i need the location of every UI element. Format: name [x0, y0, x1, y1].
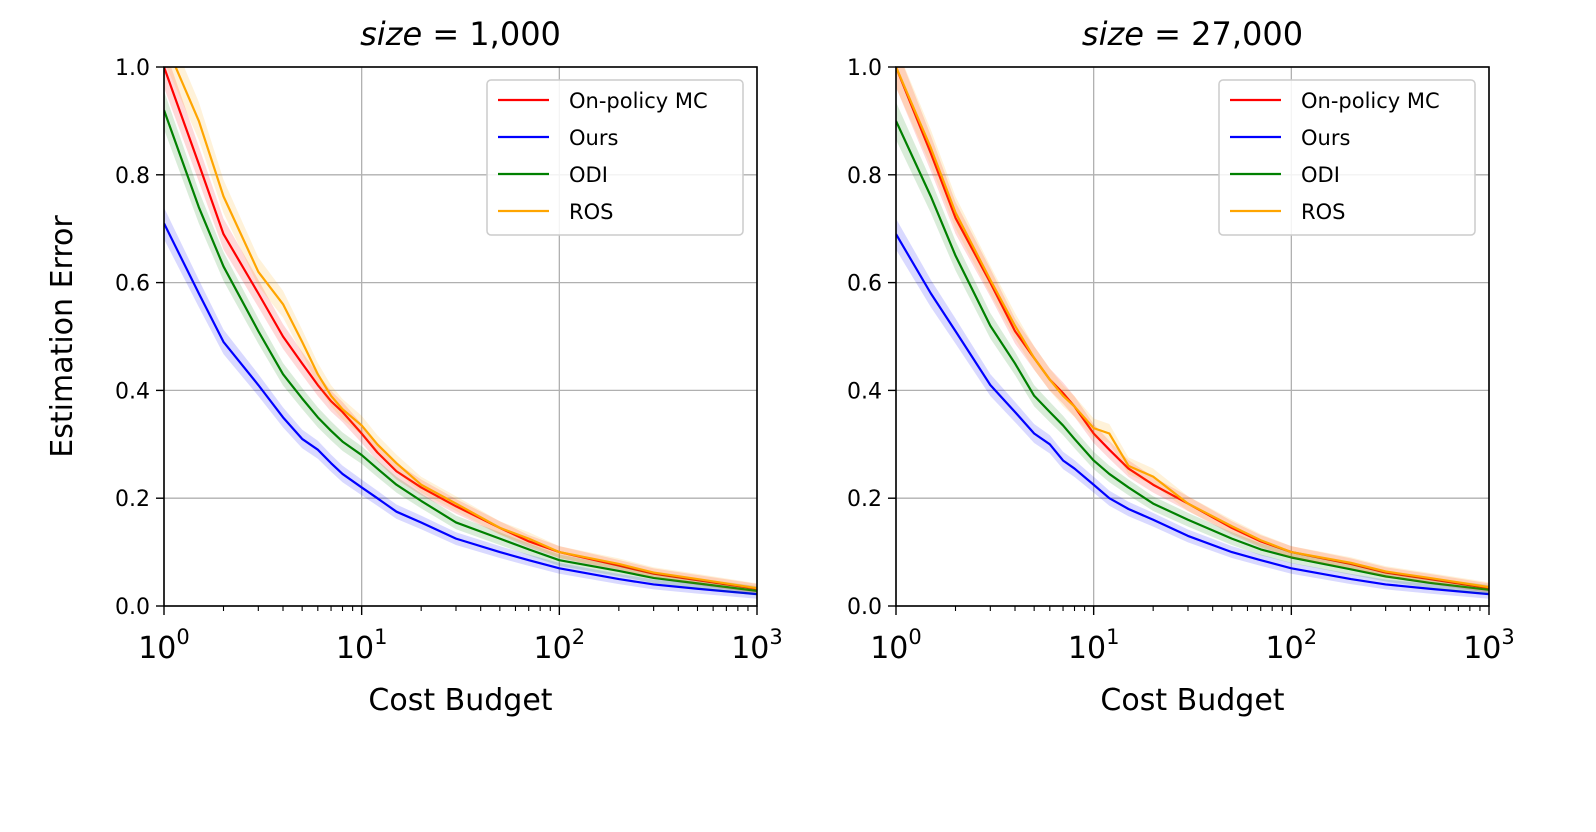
y-tick-label: 0.4 — [115, 379, 150, 404]
x-axis-label: Cost Budget — [1100, 683, 1284, 718]
y-tick-label: 0.2 — [115, 487, 150, 512]
legend-label: ODI — [569, 163, 608, 187]
legend-label: Ours — [1301, 126, 1350, 150]
series-ros-band — [896, 67, 1489, 593]
series-odi-line — [896, 120, 1489, 591]
series-ours-line — [164, 222, 757, 596]
axes-frame — [895, 66, 1490, 607]
legend-label: On-policy MC — [1301, 89, 1440, 113]
series-on-policy-mc-band — [164, 67, 757, 594]
legend-item: Ours — [1230, 126, 1350, 150]
legend-box — [486, 79, 744, 236]
x-axis-label: Cost Budget — [368, 683, 552, 718]
x-tick-label: 101 — [336, 625, 388, 666]
chart-panel-1: 0.0 0.2 0.4 0.6 0.8 1.0 100 101 102 103 size = 1,0… — [45, 15, 783, 718]
legend-item: ODI — [498, 163, 608, 187]
y-tick-label: 0.0 — [115, 595, 150, 620]
legend-item: ODI — [1230, 163, 1340, 187]
legend-item: ROS — [1230, 200, 1345, 224]
y-tick-label: 1.0 — [847, 56, 882, 81]
legend-label: ROS — [569, 200, 613, 224]
series-ours-band — [896, 218, 1489, 599]
x-tick-label: 100 — [870, 625, 922, 666]
series-ros-line — [174, 67, 757, 590]
y-tick-label: 0.2 — [847, 487, 882, 512]
legend: On-policy MC Ours ODI ROS — [486, 79, 744, 236]
x-tick-label: 103 — [731, 625, 783, 666]
series-odi-line — [164, 109, 757, 593]
legend-label: ROS — [1301, 200, 1345, 224]
series-group — [896, 67, 1489, 599]
x-tick-label: 102 — [534, 625, 586, 666]
legend-item: On-policy MC — [498, 89, 708, 113]
y-tick-label: 0.8 — [115, 164, 150, 189]
series-ros-line — [896, 67, 1489, 589]
y-tick-label: 1.0 — [115, 56, 150, 81]
y-tick-label: 0.6 — [115, 272, 150, 297]
legend-item: Ours — [498, 126, 618, 150]
series-ours-line — [896, 233, 1489, 596]
legend-item: On-policy MC — [1230, 89, 1440, 113]
legend-label: ODI — [1301, 163, 1340, 187]
x-tick-label: 102 — [1266, 625, 1318, 666]
legend-item: ROS — [498, 200, 613, 224]
x-tick-label: 101 — [1068, 625, 1120, 666]
y-tick-label: 0.4 — [847, 379, 882, 404]
chart-panel-2: 0.0 0.2 0.4 0.6 0.8 1.0 100 101 102 103 size = 27,… — [847, 15, 1515, 718]
legend-label: Ours — [569, 126, 618, 150]
y-axis-label: Estimation Error — [45, 215, 80, 458]
chart-title: size = 27,000 — [1082, 15, 1303, 53]
legend: On-policy MC Ours ODI ROS — [1218, 79, 1476, 236]
y-tick-label: 0.0 — [847, 595, 882, 620]
legend-box — [1218, 79, 1476, 236]
series-group — [164, 67, 757, 599]
x-tick-label: 100 — [138, 625, 190, 666]
chart-title: size = 1,000 — [360, 15, 561, 53]
legend-label: On-policy MC — [569, 89, 708, 113]
x-tick-label: 103 — [1463, 625, 1515, 666]
y-tick-label: 0.8 — [847, 164, 882, 189]
axes-frame — [163, 66, 758, 607]
y-tick-label: 0.6 — [847, 272, 882, 297]
